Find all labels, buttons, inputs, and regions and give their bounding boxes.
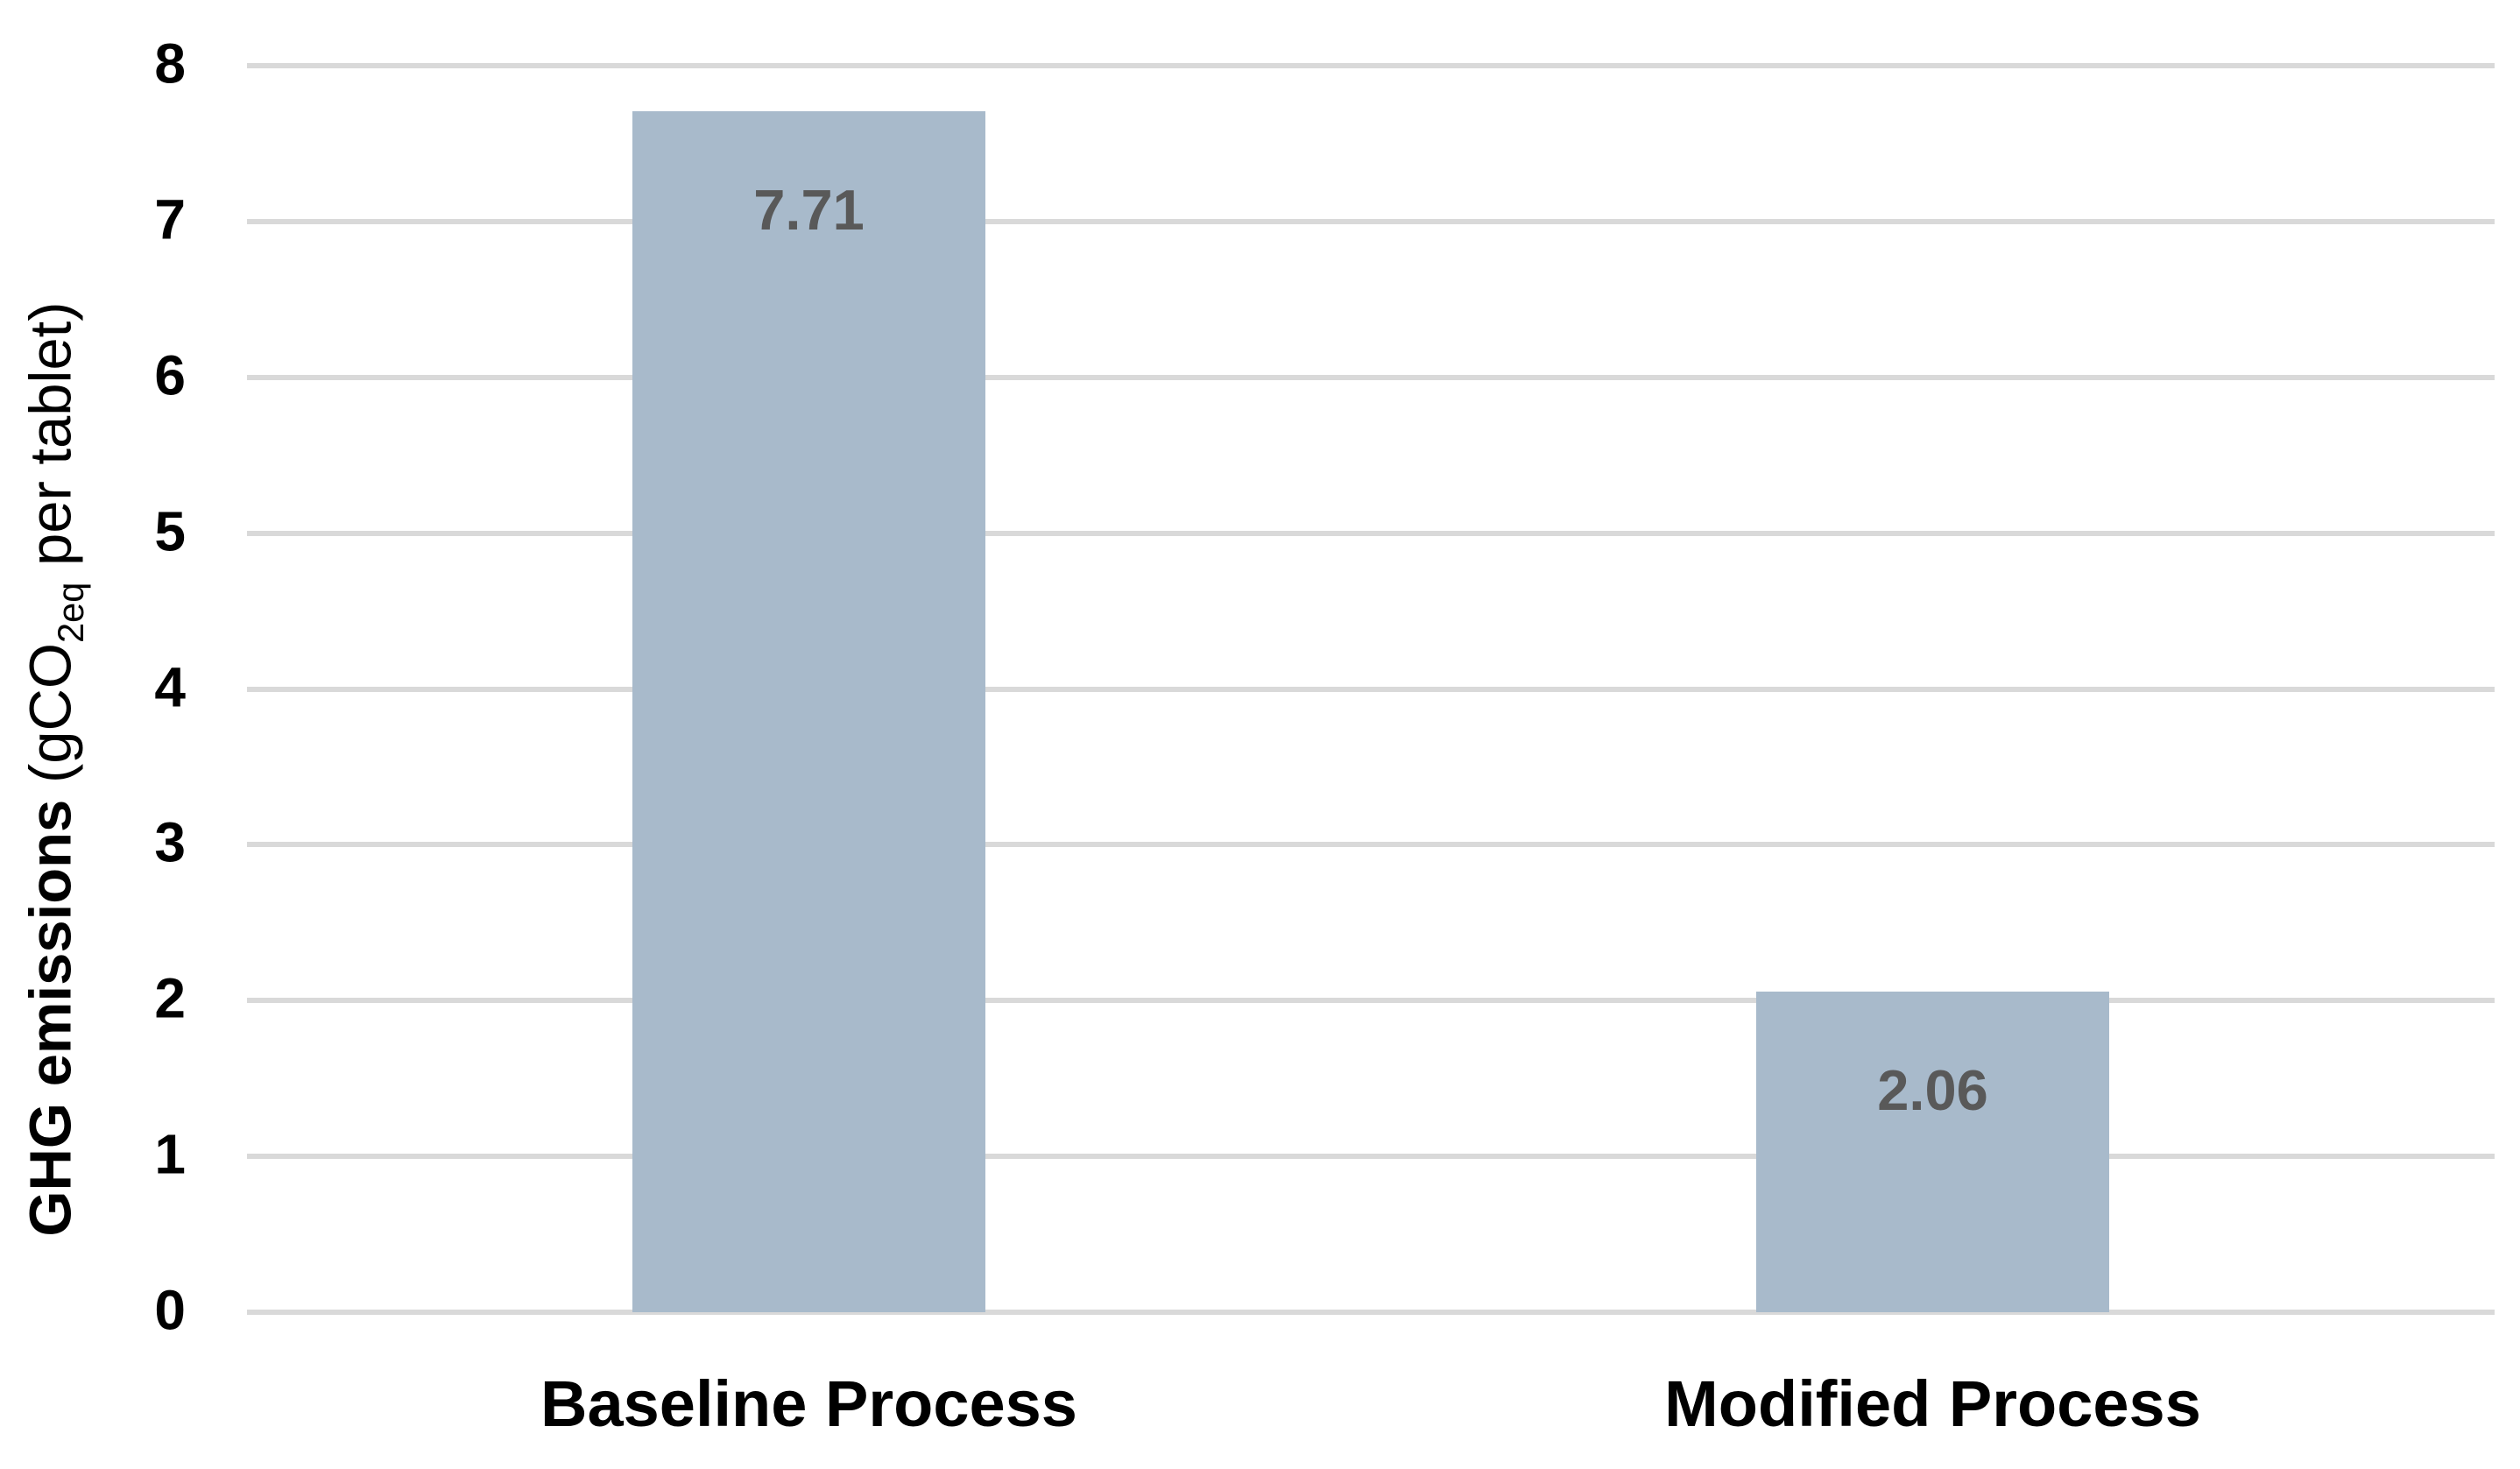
- bar-value-label: 2.06: [1877, 1057, 1988, 1122]
- gridline: [247, 530, 2495, 536]
- gridline: [247, 374, 2495, 380]
- y-tick-label: 3: [154, 810, 186, 874]
- y-tick-label: 0: [154, 1278, 186, 1342]
- gridline: [247, 63, 2495, 68]
- y-tick-label: 5: [154, 499, 186, 563]
- y-axis-title: GHG emissions (gCO2eq per tablet): [18, 301, 91, 1236]
- gridline: [247, 842, 2495, 848]
- y-tick-label: 2: [154, 966, 186, 1030]
- bar-baseline-process: 7.71: [632, 110, 985, 1312]
- y-tick-label: 6: [154, 343, 186, 407]
- gridline: [247, 218, 2495, 224]
- y-axis-title-unit-sub: 2eq: [49, 582, 91, 643]
- bar-modified-process: 2.06: [1756, 991, 2109, 1312]
- gridline: [247, 1154, 2495, 1160]
- gridline: [247, 998, 2495, 1004]
- x-category-label: Baseline Process: [540, 1367, 1077, 1440]
- bar-value-label: 7.71: [753, 177, 865, 242]
- y-tick-label: 7: [154, 187, 186, 251]
- gridline: [247, 686, 2495, 692]
- x-category-label: Modified Process: [1664, 1367, 2201, 1440]
- y-tick-label: 8: [154, 32, 186, 95]
- y-tick-label: 4: [154, 654, 186, 718]
- y-tick-label: 1: [154, 1122, 186, 1186]
- gridline: [247, 1310, 2495, 1315]
